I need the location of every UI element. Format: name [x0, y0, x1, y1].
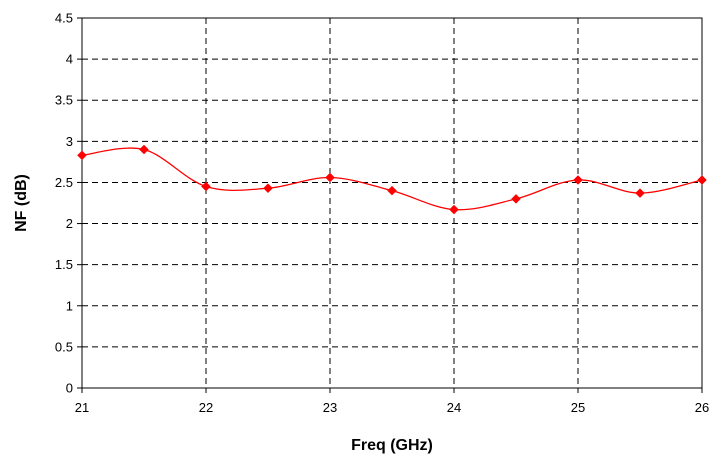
grid-lines [82, 18, 702, 388]
data-point [263, 183, 273, 194]
y-tick-label: 2.5 [55, 175, 73, 190]
x-tick-label: 24 [447, 400, 461, 415]
data-point [325, 172, 335, 183]
data-point [139, 144, 149, 155]
y-tick-label: 0 [66, 381, 73, 396]
y-axis-ticks: 0 0.5 1 1.5 2 2.5 3 3.5 4 4.5 [55, 11, 82, 396]
y-tick-label: 2 [66, 216, 73, 231]
y-tick-label: 4 [66, 52, 73, 67]
y-tick-label: 3.5 [55, 93, 73, 108]
series-layer [77, 144, 707, 215]
x-tick-label: 23 [323, 400, 337, 415]
data-point [77, 150, 87, 161]
data-point [449, 204, 459, 215]
x-tick-label: 26 [695, 400, 709, 415]
data-point [697, 175, 707, 185]
y-tick-label: 3 [66, 134, 73, 149]
y-tick-label: 1.5 [55, 257, 73, 272]
x-tick-label: 21 [75, 400, 89, 415]
data-point [573, 175, 583, 185]
x-axis-ticks: 21 22 23 24 25 26 [75, 388, 709, 415]
data-point [387, 185, 397, 196]
x-tick-label: 22 [199, 400, 213, 415]
y-tick-label: 0.5 [55, 339, 73, 354]
y-axis-title: NF (dB) [13, 174, 30, 232]
data-point [635, 188, 645, 198]
x-axis-title: Freq (GHz) [351, 437, 433, 454]
data-point [201, 181, 211, 192]
plot-area [82, 18, 702, 388]
plot-border [81, 17, 703, 389]
y-tick-label: 4.5 [55, 11, 73, 26]
x-tick-label: 25 [571, 400, 585, 415]
data-point [511, 194, 521, 204]
y-tick-label: 1 [66, 298, 73, 313]
